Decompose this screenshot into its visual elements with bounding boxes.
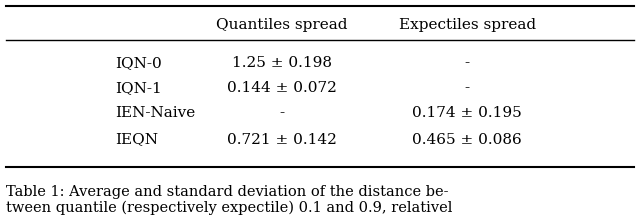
Text: 1.25 ± 0.198: 1.25 ± 0.198 — [232, 56, 332, 70]
Text: IQN-1: IQN-1 — [115, 81, 162, 95]
Text: -: - — [465, 81, 470, 95]
Text: -: - — [279, 106, 284, 120]
Text: 0.721 ± 0.142: 0.721 ± 0.142 — [227, 133, 337, 146]
Text: Expectiles spread: Expectiles spread — [399, 18, 536, 32]
Text: IQN-0: IQN-0 — [115, 56, 162, 70]
Text: Quantiles spread: Quantiles spread — [216, 18, 348, 32]
Text: Table 1: Average and standard deviation of the distance be-
tween quantile (resp: Table 1: Average and standard deviation … — [6, 185, 452, 215]
Text: 0.144 ± 0.072: 0.144 ± 0.072 — [227, 81, 337, 95]
Text: -: - — [465, 56, 470, 70]
Text: 0.174 ± 0.195: 0.174 ± 0.195 — [412, 106, 522, 120]
Text: IEN-Naive: IEN-Naive — [115, 106, 195, 120]
Text: 0.465 ± 0.086: 0.465 ± 0.086 — [412, 133, 522, 146]
Text: IEQN: IEQN — [115, 133, 158, 146]
